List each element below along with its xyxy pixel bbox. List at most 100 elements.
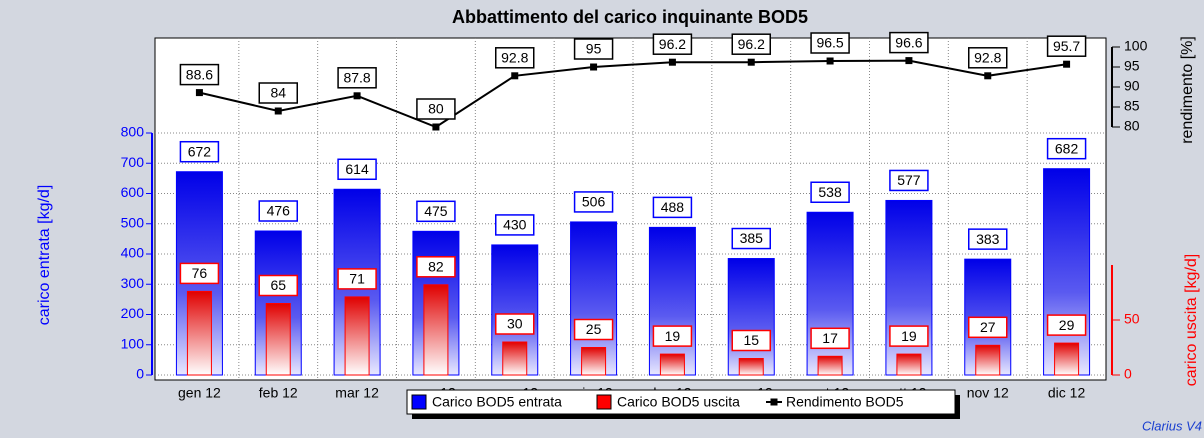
legend <box>406 389 956 415</box>
y2-axis-label: carico uscita [kg/d] <box>1183 254 1200 387</box>
data-label-uscita: 19 <box>901 328 917 344</box>
data-label-entrata: 475 <box>424 203 448 219</box>
x-tick-label: nov 12 <box>967 385 1009 401</box>
marker-rendimento <box>747 58 755 66</box>
data-label-entrata-box <box>810 181 850 204</box>
marker-rendimento <box>905 57 913 65</box>
data-label-rendimento: 88.6 <box>186 66 213 82</box>
marker-rendimento <box>826 57 834 65</box>
y-axis-label: carico entrata [kg/d] <box>36 185 53 326</box>
marker-rendimento <box>1063 60 1071 68</box>
legend-swatch <box>596 394 612 410</box>
data-label-entrata: 385 <box>740 230 764 246</box>
y-tick-label: 500 <box>121 214 145 230</box>
data-label-uscita: 17 <box>822 330 838 346</box>
data-label-entrata-box <box>573 191 614 213</box>
data-label-entrata-box <box>731 227 771 250</box>
data-label-entrata: 614 <box>345 161 369 177</box>
data-label-rendimento: 96.5 <box>816 35 843 51</box>
data-label-entrata: 577 <box>897 172 921 188</box>
legend-label: Carico BOD5 entrata <box>432 394 562 410</box>
bar-uscita <box>817 355 843 376</box>
data-label-uscita: 82 <box>428 259 444 275</box>
data-label-entrata-box <box>337 158 377 181</box>
y-tick-label: 100 <box>121 335 145 351</box>
data-label-rendimento-box <box>179 63 220 86</box>
marker-rendimento <box>432 123 440 131</box>
data-label-uscita-box <box>731 329 771 352</box>
data-label-rendimento: 80 <box>428 101 444 117</box>
marker-rendimento <box>353 92 361 100</box>
bar-entrata <box>806 211 854 376</box>
data-label-rendimento-box <box>258 82 298 104</box>
y-tick-label: 800 <box>121 124 145 140</box>
data-label-entrata: 506 <box>582 194 606 210</box>
data-label-entrata: 538 <box>818 184 842 200</box>
plot-area <box>154 37 1107 381</box>
y-tick-label: 0 <box>136 366 144 382</box>
data-label-rendimento-box <box>495 47 535 69</box>
data-label-uscita-box <box>573 318 614 341</box>
data-label-entrata: 430 <box>503 217 527 233</box>
bar-uscita <box>659 353 685 376</box>
data-label-entrata: 672 <box>188 143 212 159</box>
data-label-entrata-box <box>258 200 298 222</box>
data-label-rendimento-box <box>1046 35 1087 57</box>
data-label-rendimento-box <box>337 67 377 89</box>
x-tick-label: feb 12 <box>259 385 298 401</box>
footer: Clarius V4 <box>1142 418 1202 433</box>
x-tick-label: dic 12 <box>1048 385 1086 401</box>
legend-marker <box>770 398 778 406</box>
bar-uscita <box>502 341 528 376</box>
data-label-uscita-box <box>1046 314 1087 336</box>
bar-entrata <box>1043 168 1091 376</box>
y-tick-label: 700 <box>121 154 145 170</box>
bar-uscita <box>186 290 212 376</box>
data-label-rendimento: 95.7 <box>1053 38 1080 54</box>
data-label-entrata-box <box>495 214 535 236</box>
data-label-entrata: 488 <box>661 199 685 215</box>
data-label-uscita-box <box>810 327 850 350</box>
data-label-rendimento-box <box>968 47 1008 69</box>
data-label-rendimento: 96.2 <box>659 36 686 52</box>
data-label-uscita: 76 <box>192 265 208 281</box>
data-label-rendimento-box <box>731 33 771 55</box>
data-label-entrata-box <box>179 140 220 163</box>
y3-axis-label: rendimento [%] <box>1179 36 1196 144</box>
data-label-entrata-box <box>968 228 1008 250</box>
data-label-rendimento-box <box>889 31 929 54</box>
line-rendimento <box>199 59 1067 129</box>
y-tick-label: 300 <box>121 275 145 291</box>
y-tick-label: 600 <box>121 184 145 200</box>
data-label-rendimento: 95 <box>586 41 602 57</box>
data-label-entrata-box <box>1046 137 1087 160</box>
marker-rendimento <box>668 58 676 66</box>
data-label-rendimento: 84 <box>270 85 286 101</box>
y-tick-label: 400 <box>121 245 145 261</box>
data-label-uscita: 27 <box>980 319 996 335</box>
data-label-uscita-box <box>652 325 693 347</box>
legend-swatch <box>411 394 427 410</box>
data-label-rendimento: 87.8 <box>343 70 370 86</box>
data-label-entrata: 476 <box>267 203 291 219</box>
data-label-uscita-box <box>968 316 1008 339</box>
data-label-uscita-box <box>258 274 298 297</box>
data-label-rendimento-box <box>652 33 693 55</box>
data-label-entrata: 383 <box>976 231 1000 247</box>
bar-uscita <box>423 284 449 376</box>
bar-entrata <box>648 226 696 376</box>
marker-rendimento <box>984 72 992 80</box>
y3-tick-label: 85 <box>1124 98 1140 114</box>
y2-tick-label: 0 <box>1124 366 1132 382</box>
data-label-uscita: 29 <box>1059 317 1075 333</box>
bar-uscita <box>344 296 370 376</box>
data-label-uscita: 25 <box>586 321 602 337</box>
x-tick-label: mar 12 <box>335 385 379 401</box>
data-label-uscita: 15 <box>743 332 759 348</box>
data-label-entrata-box <box>416 200 456 223</box>
data-label-uscita: 19 <box>665 328 681 344</box>
data-label-uscita: 65 <box>270 277 286 293</box>
data-label-entrata: 682 <box>1055 140 1079 156</box>
bar-entrata <box>885 199 933 376</box>
x-tick-label: gen 12 <box>178 385 221 401</box>
